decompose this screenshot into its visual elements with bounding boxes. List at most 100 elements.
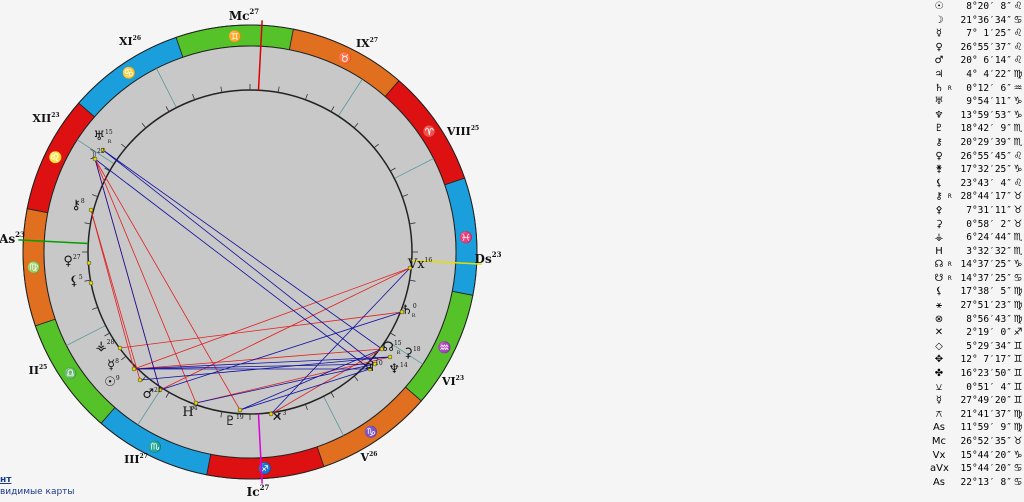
zodiac-sign-icon: ♍ — [1013, 422, 1023, 434]
degree-tick — [390, 332, 396, 337]
degree-tick — [165, 106, 170, 112]
position-value: 0°51′ 4″ — [966, 381, 1012, 393]
zodiac-sign-icon: ♉ — [1013, 204, 1023, 216]
aspect-line-red — [159, 267, 411, 391]
position-value: 8°20′ 8″ — [966, 1, 1012, 12]
position-value: 7° 1′25″ — [966, 28, 1012, 40]
aspect-line-blue — [270, 267, 411, 415]
leo-icon: ♌ — [49, 151, 63, 164]
position-value: 21°36′34″ — [960, 14, 1012, 26]
position-row: ⚻ 21°41′37″ ♍ — [930, 408, 1024, 422]
zodiac-sign-icon: ♋ — [1013, 463, 1023, 475]
position-value: 16°23′50″ — [960, 368, 1012, 380]
house-label: IX27 — [356, 37, 378, 50]
position-row: aVx 15°44′20″ ♋ — [930, 462, 1024, 476]
position-value: 22°13′ 8″ — [960, 476, 1012, 488]
degree-tick — [121, 143, 127, 149]
position-value: 2°19′ 0″ — [966, 327, 1012, 339]
degree-tick — [220, 411, 223, 418]
planet-symbol-icon: H — [935, 245, 943, 257]
position-row: ♃ 4° 4′22″ ♍ — [930, 68, 1024, 82]
zodiac-sign-icon: ♍ — [1013, 68, 1023, 80]
position-row: Vx 15°44′20″ ♑ — [930, 449, 1024, 463]
position-row: ⚷ 20°29′39″ ♏ — [930, 136, 1024, 150]
position-value: 6°24′44″ — [966, 232, 1012, 244]
house-cusp-line — [385, 339, 423, 365]
zodiac-sign-icon: ♉ — [1013, 218, 1023, 230]
planet-symbol-icon: ♀ — [935, 150, 943, 162]
zodiac-sign-icon: ♍ — [1013, 408, 1023, 420]
position-value: 20°29′39″ — [960, 136, 1012, 148]
house-label: VI23 — [441, 375, 464, 388]
degree-ticks — [82, 84, 418, 420]
zodiac-sign-icon: ♒ — [1013, 82, 1023, 94]
position-value: 9°54′11″ — [966, 96, 1012, 108]
house-cusp-line — [66, 325, 106, 346]
aspect-line-red — [133, 267, 411, 370]
degree-tick — [141, 123, 147, 129]
position-row: ⚸ 17°38′ 5″ ♍ — [930, 285, 1024, 299]
position-row: ♆ 13°59′53″ ♑ — [930, 109, 1024, 123]
zodiac-sign-icon: ♑ — [1013, 449, 1023, 461]
position-value: 27°49′20″ — [960, 395, 1012, 407]
aspect-line-blue — [94, 158, 161, 391]
aspect-line-blue — [102, 149, 383, 350]
house-label: VIII25 — [446, 125, 479, 138]
planet-dot — [157, 387, 163, 393]
position-row: ♄ R 0°12′ 6″ ♒ — [930, 82, 1024, 96]
aspect-line-blue — [94, 158, 371, 370]
zodiac-sign-icon: ♌ — [1013, 150, 1023, 162]
outer-circle — [22, 24, 478, 480]
aspect-line-blue — [195, 363, 376, 404]
position-row: ☽ 21°36′34″ ♋ — [930, 14, 1024, 28]
legend-title[interactable]: нт — [0, 475, 12, 485]
zodiac-sign-icon: ♑ — [1013, 164, 1023, 176]
planet-dot — [88, 207, 94, 213]
degree-tick — [353, 375, 359, 381]
planet-dot — [387, 354, 393, 360]
position-row: ⚴ 7°31′11″ ♉ — [930, 204, 1024, 218]
degree-tick — [192, 93, 195, 100]
degree-tick — [402, 194, 409, 197]
planet-symbol-icon: ⚸ — [935, 177, 943, 189]
planet-dot — [86, 260, 92, 266]
aquarius-icon: ♒ — [438, 341, 452, 354]
position-row: ⚹ 27°51′23″ ♍ — [930, 299, 1024, 313]
virgo-icon: ♍ — [27, 261, 41, 274]
aspect-line-blue — [133, 356, 391, 370]
degree-tick — [277, 411, 280, 418]
aspect-line-red — [94, 158, 241, 411]
degree-tick — [121, 355, 127, 361]
position-value: 27°51′23″ — [960, 300, 1012, 312]
position-row: ♀ 26°55′45″ ♌ — [930, 150, 1024, 164]
degree-tick — [192, 404, 195, 411]
position-row: H 3°32′32″ ♏ — [930, 245, 1024, 259]
planet-symbol-icon: Mc — [931, 436, 947, 447]
aspect-line-blue — [239, 368, 371, 411]
planet-symbol-icon: ☿ — [935, 28, 943, 40]
house-cusp-line — [337, 79, 363, 117]
planet-dot — [372, 361, 378, 367]
zodiac-sign-icon: ♏ — [1013, 245, 1023, 257]
position-value: 14°37′25″ — [960, 272, 1012, 284]
sagittarius-icon: ♐ — [258, 462, 272, 475]
degree-tick — [91, 307, 98, 310]
aries-icon: ♈ — [423, 125, 437, 138]
legend-subtitle[interactable]: видимые карты — [0, 487, 75, 497]
planet-symbol-icon: ◇ — [935, 340, 943, 352]
position-row: ⚳ 0°58′ 2″ ♉ — [930, 218, 1024, 232]
aspect-lines — [90, 149, 411, 415]
planet-symbol-icon: ✕ — [934, 327, 944, 339]
planet-symbol-icon: ♄ — [934, 82, 944, 94]
planet-symbol-icon: ✤ — [934, 368, 944, 380]
planet-symbol-icon: ⚴ — [935, 204, 943, 216]
legend: нт видимые карты — [0, 474, 75, 498]
degree-tick — [353, 123, 359, 129]
zodiac-sign-icon: ♍ — [1013, 313, 1023, 325]
position-value: 28°44′17″ — [960, 191, 1012, 203]
position-row: As 22°13′ 8″ ♋ — [930, 476, 1024, 490]
position-row: Mc 26°52′35″ ♉ — [930, 435, 1024, 449]
aspect-line-blue — [159, 311, 403, 391]
position-row: ♀ 26°55′37″ ♌ — [930, 41, 1024, 55]
planet-dot — [367, 366, 373, 372]
